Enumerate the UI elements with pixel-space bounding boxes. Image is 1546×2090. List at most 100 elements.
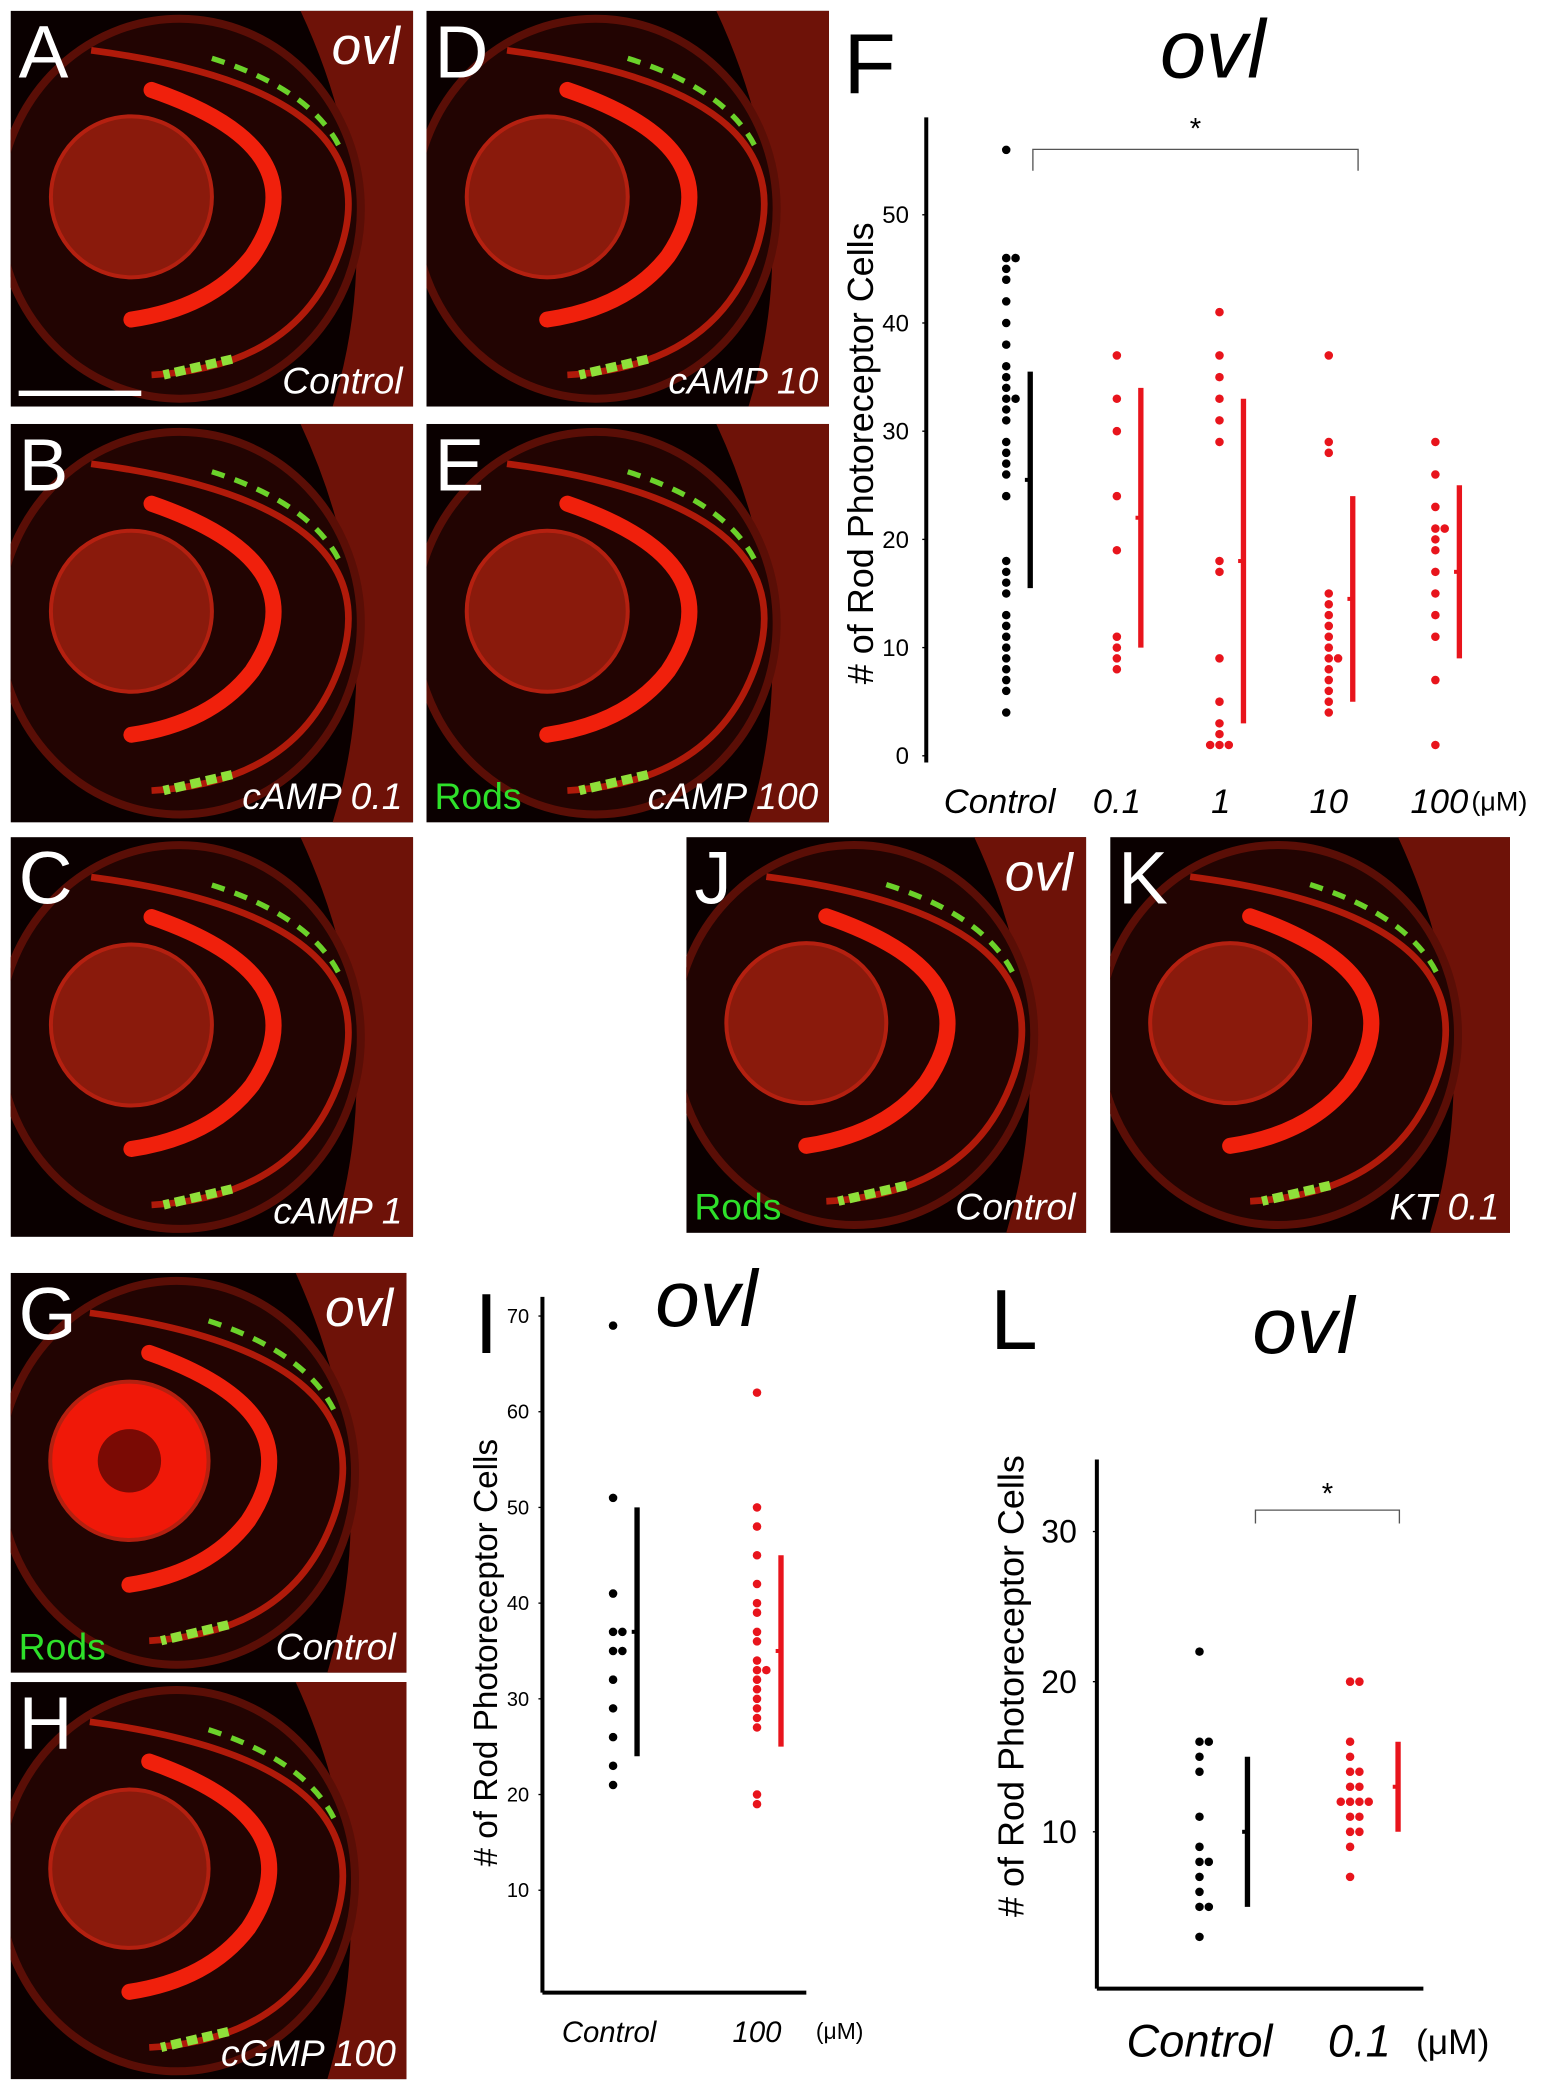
data-dot (1355, 1812, 1364, 1822)
data-dot (752, 1656, 762, 1665)
rods-signal (578, 770, 649, 796)
data-dot (752, 1799, 762, 1809)
panel-stain: Rods (694, 1186, 781, 1228)
data-dot (1345, 1782, 1355, 1792)
micrograph-content (10, 837, 414, 1237)
data-dot (1324, 675, 1334, 685)
retina-outer (1189, 873, 1450, 1205)
data-dot (1001, 567, 1011, 577)
y-tick-label: 0 (896, 743, 909, 770)
panel-stain: Rods (434, 775, 521, 817)
lens (48, 1787, 211, 1950)
data-dot (1001, 708, 1011, 717)
data-dot (752, 1551, 762, 1560)
x-tick-label: 100 (1410, 783, 1468, 821)
unit-label: (μM) (1416, 2023, 1489, 2062)
data-dot (1324, 610, 1334, 620)
y-tick-label: 30 (507, 1689, 529, 1711)
x-tick-label: 0.1 (1093, 783, 1141, 821)
retina-layer (123, 909, 282, 1157)
data-dot (1001, 394, 1011, 403)
data-dot (608, 1646, 618, 1656)
data-dot (1324, 697, 1334, 706)
panel-letter: L (990, 1273, 1037, 1368)
data-dot (1336, 1797, 1346, 1807)
panel-condition: Control (955, 1186, 1077, 1228)
data-dot (1355, 1767, 1364, 1777)
data-dot (1324, 621, 1334, 631)
retina-outer (506, 460, 768, 794)
data-dot (1195, 1647, 1204, 1656)
x-tick-label: 1 (1211, 783, 1230, 821)
data-dot (1215, 351, 1224, 360)
y-tick-label: 10 (882, 635, 909, 662)
data-dot (1324, 686, 1334, 696)
data-dot (1195, 1767, 1204, 1777)
panel-stain: Rods (19, 1625, 106, 1667)
data-dot (752, 1627, 762, 1637)
data-dot (1112, 545, 1122, 555)
data-dot (1001, 664, 1011, 674)
data-dot (752, 1713, 762, 1723)
panel-letter: J (694, 836, 731, 920)
retina-layer (798, 908, 956, 1154)
significance-star: * (1322, 1477, 1333, 1510)
data-dot (608, 1627, 618, 1637)
panel-letter: H (19, 1681, 73, 1765)
data-dot (1215, 307, 1224, 317)
retina-layer (121, 1753, 278, 2000)
x-tick-label: Control (1126, 2016, 1274, 2067)
unit-label: (μM) (1471, 786, 1527, 816)
y-tick-label: 10 (1041, 1814, 1077, 1850)
data-dot (1215, 567, 1224, 577)
y-tick-label: 40 (507, 1593, 529, 1615)
data-dot (608, 1321, 618, 1330)
panel-letter: D (434, 9, 488, 93)
micrograph-content (686, 837, 1087, 1233)
data-dot (1345, 1812, 1355, 1822)
y-tick-label: 60 (507, 1402, 529, 1424)
data-dot (608, 1493, 618, 1503)
lens-core (97, 1429, 162, 1493)
data-dot (752, 1522, 762, 1531)
chart-title: ovl (1160, 2, 1268, 95)
data-dot (1001, 610, 1011, 620)
y-tick-label: 30 (882, 419, 909, 446)
rods-signal (159, 1620, 230, 1646)
data-dot (1324, 708, 1334, 717)
data-dot (1204, 1902, 1214, 1912)
data-dot (1324, 632, 1334, 642)
retina-outer (89, 1718, 347, 2051)
retina-outer (506, 47, 768, 379)
data-dot (752, 1704, 762, 1713)
data-dot (752, 1388, 762, 1397)
lens (464, 114, 630, 280)
data-dot (1001, 643, 1011, 652)
data-dot (1112, 643, 1122, 652)
retina-outer (89, 1309, 347, 1645)
data-dot (752, 1684, 762, 1694)
data-dot (1001, 383, 1011, 393)
retina-layer (121, 1344, 278, 1593)
panel-condition: cAMP 10 (668, 359, 818, 401)
data-dot (1001, 459, 1011, 468)
rods-signal (211, 55, 344, 151)
data-dot (752, 1723, 762, 1732)
data-dot (1001, 589, 1011, 598)
data-dot (1215, 394, 1224, 403)
rods-signal (207, 1318, 338, 1414)
data-dot (1001, 470, 1011, 479)
y-tick-label: 50 (507, 1497, 529, 1519)
data-dot (1112, 351, 1122, 360)
x-tick-label: 0.1 (1328, 2016, 1391, 2067)
panel-condition: cAMP 0.1 (242, 775, 402, 817)
data-dot (1195, 1752, 1204, 1762)
data-dot (1355, 1782, 1364, 1792)
